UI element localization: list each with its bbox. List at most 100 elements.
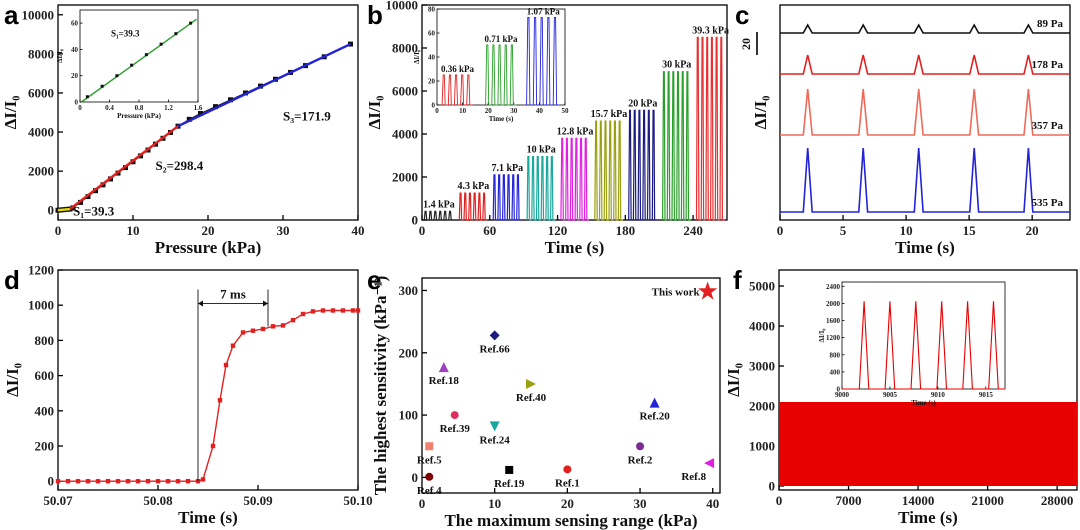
trace-label: 535 Pa [1032,197,1064,209]
y-tick-label: 400 [35,403,55,418]
y-tick-label: 40 [71,46,79,54]
marker-circle [636,442,645,451]
x-tick-label: 0 [776,493,783,508]
data-point [217,398,223,403]
inset-group-label: 0.36 kPa [441,64,475,74]
inset-group-label: 1.07 kPa [527,6,561,16]
x-tick-label: 21000 [971,493,1004,508]
x-tick-label: 0.4 [105,104,114,112]
y-axis-label: ΔI/I₀ [365,96,384,130]
y-tick-label: 100 [399,408,419,423]
inset-group-label: 0.71 kPa [484,34,518,44]
x-tick-label: 20 [561,496,574,511]
y-tick-label: 4000 [28,125,54,140]
data-point [95,479,101,484]
panel-label: c [735,0,749,30]
data-point [223,362,229,368]
point-label: Ref.19 [494,478,525,490]
pulse-train [423,210,454,221]
fit-line [69,125,179,211]
x-tick-label: 1.2 [164,104,173,112]
panel-label: f [733,265,742,295]
x-tick-label: 50.07 [43,493,73,508]
inset-data-point [85,95,89,99]
pulse-train [492,174,522,221]
x-tick-label: 0 [419,223,426,238]
y-tick-label: 2000 [749,399,775,414]
y-axis-label: The highest sensitivity (kPa⁻¹) [371,276,390,496]
x-axis-label: Time (s) [895,238,955,257]
panel-label: b [367,0,383,30]
inset-data-point [130,63,134,67]
y-tick-label: 10000 [22,7,55,22]
y-tick-label: 1000 [749,439,775,454]
pulse-train [662,71,691,221]
x-axis-label: Pressure (kPa) [155,238,262,257]
data-point [165,479,171,484]
plot-frame [779,4,1071,221]
y-axis-label: ΔI/I₀ [56,49,64,63]
data-point [85,479,91,484]
x-tick-label: 9000 [835,391,850,399]
group-label: 15.7 kPa [591,109,628,120]
inset-data-point [144,53,148,57]
data-point [115,479,121,484]
data-point [240,330,246,335]
x-tick-label: 0 [777,223,784,238]
marker-circle [450,411,459,420]
pulse-train [560,137,590,221]
x-tick-label: 10 [127,223,140,238]
x-tick-label: 40 [706,496,719,511]
point-label: Ref.18 [429,375,460,387]
signal-band [779,402,1077,486]
trace-label: 178 Pa [1032,59,1064,71]
scale-bar-label: 20 [739,38,753,50]
bracket-annotation: 7 ms [220,286,246,301]
data-point [65,479,71,484]
inset-data-point [189,21,193,25]
group-label: 30 kPa [662,60,691,71]
y-tick-label: 60 [71,20,79,28]
x-tick-label: 60 [483,223,496,238]
y-tick-label: 2000 [392,170,418,185]
point-label: Ref.8 [681,471,706,483]
y-tick-label: 0 [837,386,841,394]
x-tick-label: 30 [634,496,647,511]
pulse-train [628,109,657,221]
data-point [105,479,111,484]
x-tick-label: 14000 [902,493,935,508]
group-label: 10 kPa [527,145,556,156]
inset-background [80,10,198,102]
panel-e: e 0 10 20 30 40 0 100 200 300 The maximum sensing … [367,265,721,530]
marker-triangle [649,397,660,408]
panel-label: d [4,265,20,295]
y-tick-label: 0 [769,479,776,494]
data-point [330,308,336,313]
y-axis-label: ΔI/I₀ [3,363,22,397]
panel-label: e [367,265,381,295]
y-tick-label: 0 [75,99,79,107]
point-label: Ref.40 [516,392,547,404]
x-tick-label: 15 [963,223,977,238]
inset-pulse-train [526,16,560,106]
pulse-train [458,192,488,221]
group-label: 7.1 kPa [491,163,523,174]
data-point [350,308,356,313]
data-point [280,323,286,328]
trace-label: 89 Pa [1037,18,1063,30]
y-tick-label: 1600 [826,317,841,325]
data-point [260,326,266,332]
marker-square [505,465,514,474]
y-tick-label: 1200 [826,334,841,342]
x-tick-label: 20 [1026,223,1039,238]
marker-square [425,442,434,451]
x-tick-label: 9005 [883,391,898,399]
plot-frame [421,277,721,494]
s3-annotation: S₃=171.9 [283,109,331,124]
data-point [310,309,316,314]
group-label: 12.8 kPa [557,126,594,137]
panel-b: b0 60 120 180 2400200040006000800010000Time … [365,0,729,257]
y-tick-label: 4000 [749,319,775,334]
inset-data-point [100,84,104,88]
y-tick-label: 1000 [28,298,54,313]
